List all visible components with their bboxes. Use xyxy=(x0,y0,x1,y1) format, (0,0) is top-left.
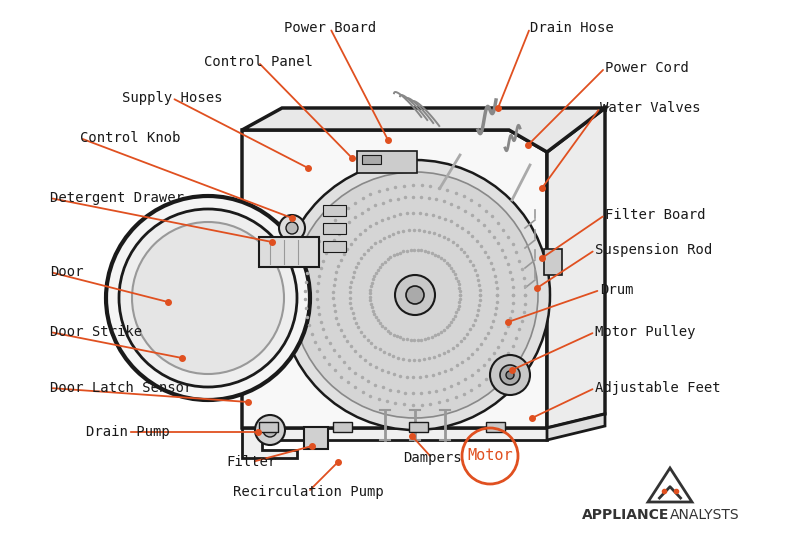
FancyBboxPatch shape xyxy=(544,249,562,275)
FancyBboxPatch shape xyxy=(486,422,505,431)
Text: Motor: Motor xyxy=(467,448,513,463)
Circle shape xyxy=(500,365,520,385)
Circle shape xyxy=(292,172,538,418)
Circle shape xyxy=(286,222,298,234)
FancyBboxPatch shape xyxy=(362,154,381,164)
Text: Drain Hose: Drain Hose xyxy=(530,21,614,35)
Text: Drum: Drum xyxy=(600,283,634,297)
Text: Door Strike: Door Strike xyxy=(50,325,142,339)
Text: Power Board: Power Board xyxy=(284,21,376,35)
Text: Adjustable Feet: Adjustable Feet xyxy=(595,381,721,395)
Text: Detergent Drawer: Detergent Drawer xyxy=(50,191,184,205)
Polygon shape xyxy=(547,108,605,428)
FancyBboxPatch shape xyxy=(322,205,346,215)
Circle shape xyxy=(395,275,435,315)
Circle shape xyxy=(255,415,285,445)
FancyBboxPatch shape xyxy=(333,422,351,431)
Polygon shape xyxy=(242,428,547,458)
Circle shape xyxy=(132,222,284,374)
Circle shape xyxy=(279,215,305,241)
Circle shape xyxy=(263,423,277,437)
FancyBboxPatch shape xyxy=(409,422,427,431)
Polygon shape xyxy=(547,414,605,440)
Text: Supply Hoses: Supply Hoses xyxy=(122,91,222,105)
Text: APPLIANCE: APPLIANCE xyxy=(582,508,669,522)
Circle shape xyxy=(119,209,297,387)
Text: Filter: Filter xyxy=(227,455,277,469)
Circle shape xyxy=(106,196,310,400)
Circle shape xyxy=(490,355,530,395)
Text: Recirculation Pump: Recirculation Pump xyxy=(233,485,383,499)
Text: Power Cord: Power Cord xyxy=(605,61,689,75)
FancyBboxPatch shape xyxy=(304,427,328,449)
Text: Drain Pump: Drain Pump xyxy=(86,425,170,439)
Text: ANALYSTS: ANALYSTS xyxy=(670,508,740,522)
FancyBboxPatch shape xyxy=(322,240,346,251)
Text: Dampers: Dampers xyxy=(402,451,462,465)
FancyBboxPatch shape xyxy=(258,422,278,431)
Circle shape xyxy=(406,286,424,304)
FancyBboxPatch shape xyxy=(357,151,417,173)
Polygon shape xyxy=(242,108,605,152)
Text: Control Knob: Control Knob xyxy=(80,131,181,145)
Circle shape xyxy=(506,371,514,379)
Text: Motor Pulley: Motor Pulley xyxy=(595,325,695,339)
Circle shape xyxy=(280,160,550,430)
Text: Suspension Rod: Suspension Rod xyxy=(595,243,712,257)
Text: Filter Board: Filter Board xyxy=(605,208,706,222)
Polygon shape xyxy=(242,130,547,428)
Text: Water Valves: Water Valves xyxy=(600,101,701,115)
Text: Door Latch Sensor: Door Latch Sensor xyxy=(50,381,192,395)
Text: Control Panel: Control Panel xyxy=(203,55,313,69)
Text: Door: Door xyxy=(50,265,83,279)
FancyBboxPatch shape xyxy=(322,222,346,233)
FancyBboxPatch shape xyxy=(259,237,319,267)
